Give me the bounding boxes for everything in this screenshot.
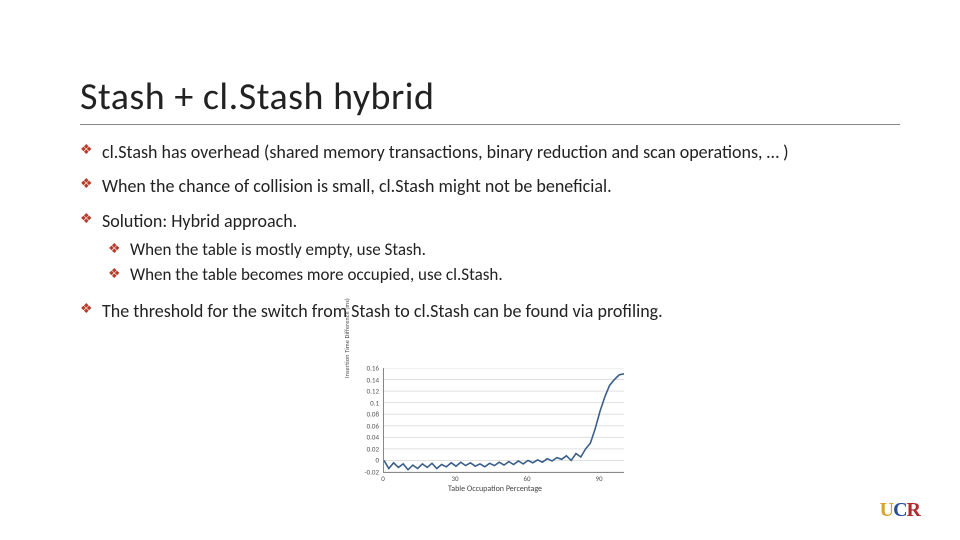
bullet-sub-empty: When the table is mostly empty, use Stas… <box>108 239 920 262</box>
content-area: cl.Stash has overhead (shared memory tra… <box>80 140 920 329</box>
chart-ytick: 0 <box>349 456 379 465</box>
chart-svg <box>384 368 624 472</box>
title-container: Stash + cl.Stash hybrid <box>80 74 900 125</box>
chart-line-series <box>384 374 624 470</box>
ucr-logo: UCR <box>880 499 920 522</box>
bullet-threshold: The threshold for the switch from Stash … <box>80 299 920 323</box>
bullet-solution: Solution: Hybrid approach. <box>80 209 920 233</box>
chart-xtick: 60 <box>517 474 537 483</box>
chart-grid <box>384 368 624 472</box>
chart-plot-area <box>383 368 624 473</box>
logo-letter-u: U <box>880 499 893 521</box>
chart-ytick: 0.16 <box>349 364 379 373</box>
chart-xtick: 90 <box>589 474 609 483</box>
chart-ytick: 0.08 <box>349 410 379 419</box>
logo-letter-r: R <box>907 499 920 521</box>
chart-ytick: 0.12 <box>349 387 379 396</box>
chart-ytick: 0.1 <box>349 398 379 407</box>
bullet-collision: When the chance of collision is small, c… <box>80 174 920 198</box>
slide: Stash + cl.Stash hybrid cl.Stash has ove… <box>0 0 960 540</box>
chart-xlabel: Table Occupation Percentage <box>355 484 635 494</box>
page-title: Stash + cl.Stash hybrid <box>80 74 900 125</box>
chart-ytick: 0.04 <box>349 433 379 442</box>
chart-ytick: 0.02 <box>349 444 379 453</box>
bullet-sub-occupied: When the table becomes more occupied, us… <box>108 264 920 287</box>
chart-ytick: 0.06 <box>349 421 379 430</box>
logo-letter-c: C <box>893 499 906 521</box>
profiling-chart: Insertion Time Difference (ms) Table Occ… <box>355 368 635 496</box>
chart-ytick: 0.14 <box>349 375 379 384</box>
chart-xtick: 0 <box>373 474 393 483</box>
chart-xtick: 30 <box>445 474 465 483</box>
bullet-overhead: cl.Stash has overhead (shared memory tra… <box>80 140 920 164</box>
